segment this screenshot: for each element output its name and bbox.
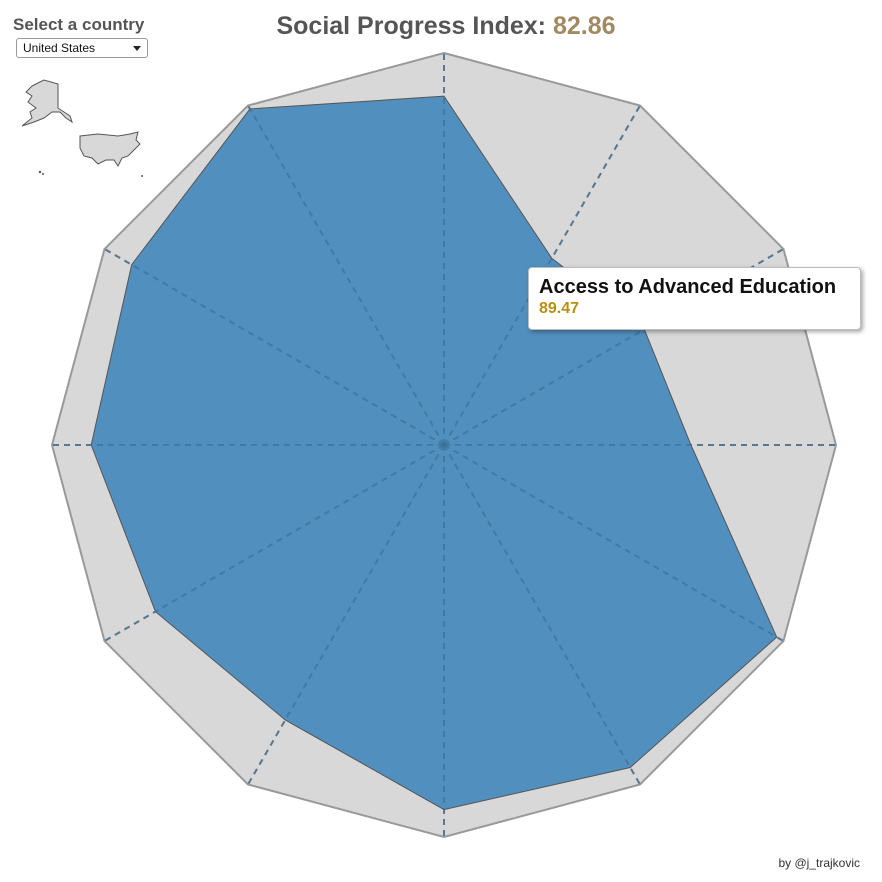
- united-states-map-icon: [21, 79, 143, 177]
- chevron-down-icon: [133, 46, 141, 51]
- tooltip-value: 89.47: [539, 300, 580, 317]
- country-dropdown-value: United States: [23, 41, 96, 55]
- tooltip-title: Access to Advanced Education: [539, 276, 837, 298]
- chart-title: Social Progress Index: 82.86: [0, 12, 882, 41]
- title-prefix: Social Progress Index:: [276, 12, 553, 40]
- country-dropdown[interactable]: United States: [16, 38, 148, 58]
- select-country-label: Select a country: [13, 15, 145, 34]
- author-credit: by @j_trajkovic: [778, 856, 860, 870]
- tooltip: Access to Advanced Education 89.47: [528, 267, 861, 330]
- title-score: 82.86: [552, 12, 616, 40]
